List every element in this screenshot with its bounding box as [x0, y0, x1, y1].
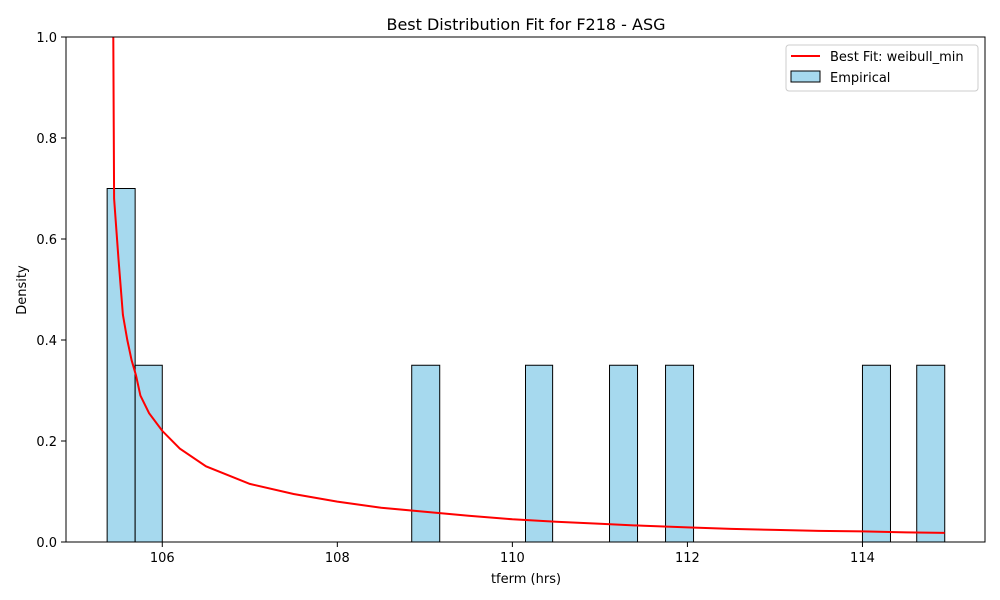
histogram-bars	[106, 188, 946, 543]
fit-curve-line	[112, 36, 945, 534]
x-tick-label: 110	[500, 551, 525, 566]
legend-empirical-swatch	[790, 70, 821, 83]
y-tick-label: 0.8	[36, 132, 57, 147]
x-tick-label: 114	[850, 551, 875, 566]
y-tick-label: 0.0	[36, 536, 57, 551]
plot-frame	[65, 36, 986, 543]
x-tick-label: 108	[325, 551, 350, 566]
histogram-bar-0	[106, 188, 136, 543]
histogram-bar-4	[609, 364, 639, 543]
x-tick-label: 112	[675, 551, 700, 566]
legend-box	[785, 44, 979, 92]
x-axis-ticks: 106 108 110 112 114	[150, 542, 875, 566]
y-axis-label: Density	[15, 265, 30, 315]
histogram-bar-7	[916, 364, 946, 543]
x-axis-label: tferm (hrs)	[491, 572, 561, 587]
histogram-bar-6	[861, 364, 891, 543]
y-tick-label: 0.2	[36, 435, 57, 450]
y-tick-label: 0.4	[36, 334, 57, 349]
y-tick-label: 0.6	[36, 233, 57, 248]
histogram-bar-3	[525, 364, 554, 543]
legend: Best Fit: weibull_min Empirical	[785, 44, 979, 92]
y-axis-ticks: 0.0 0.2 0.4 0.6 0.8 1.0	[36, 31, 66, 551]
legend-empirical-label: Empirical	[830, 71, 890, 86]
fit-curve-group	[112, 36, 945, 534]
chart-title: Best Distribution Fit for F218 - ASG	[386, 15, 665, 34]
histogram-bar-2	[411, 364, 441, 543]
histogram-bar-5	[665, 364, 695, 543]
legend-fit-label: Best Fit: weibull_min	[830, 50, 964, 65]
x-tick-label: 106	[150, 551, 175, 566]
y-tick-label: 1.0	[36, 31, 57, 46]
